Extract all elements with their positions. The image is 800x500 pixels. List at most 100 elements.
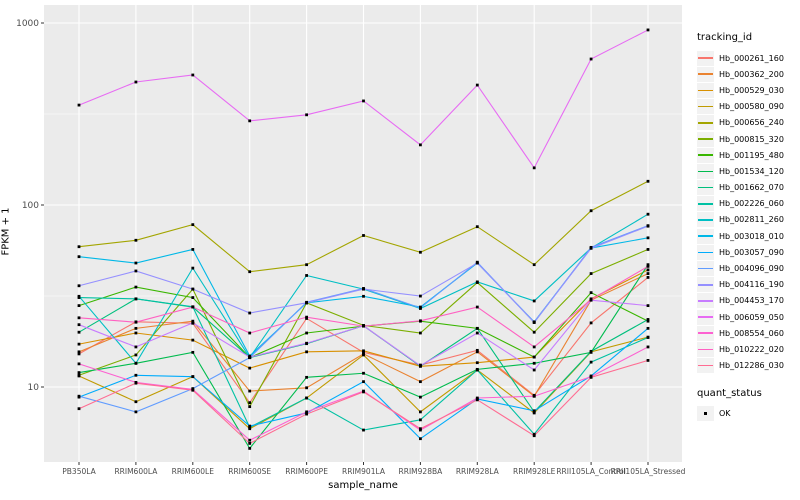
legend-key-line-icon [697, 180, 714, 196]
legend-key-line-icon [697, 66, 714, 82]
data-point [191, 287, 195, 291]
legend-title-quant-status: quant_status [697, 387, 762, 399]
legend-label: Hb_001195_480 [719, 150, 784, 160]
data-point [589, 291, 593, 295]
x-tick-label: RRIM928LE [513, 467, 556, 476]
data-point [134, 400, 138, 404]
legend-label: Hb_008554_060 [719, 328, 784, 338]
data-point [532, 434, 536, 438]
x-tick-label: RRII105LA_Control [556, 467, 626, 476]
data-point [305, 396, 308, 400]
data-point [589, 349, 593, 353]
data-point [134, 285, 138, 289]
data-point [134, 410, 138, 414]
data-point [77, 407, 81, 411]
x-tick-label: RRIM600PE [285, 467, 328, 476]
data-point [532, 263, 536, 267]
data-point [362, 99, 365, 103]
data-point [532, 368, 536, 372]
data-point [305, 350, 308, 354]
legend-key-line-icon [697, 50, 714, 66]
data-point [589, 57, 593, 61]
data-point [589, 375, 593, 379]
legend-item-Hb_003057_090: Hb_003057_090 [697, 244, 797, 260]
data-point [475, 305, 479, 309]
legend-key-line-icon [697, 147, 714, 163]
data-point [77, 103, 81, 107]
data-point [646, 272, 650, 275]
x-tick-label: RRIM600LA [114, 467, 158, 476]
legend-item-Hb_004096_090: Hb_004096_090 [697, 260, 797, 277]
data-point [305, 410, 308, 414]
data-point [305, 263, 308, 267]
legend-key-line-icon [697, 228, 714, 244]
data-point [248, 270, 252, 274]
data-point [532, 394, 536, 398]
data-point [589, 272, 593, 275]
legend-item-Hb_002226_060: Hb_002226_060 [697, 196, 797, 212]
x-tick-label: RRII105LA_Stressed [611, 467, 686, 476]
data-point [532, 361, 536, 365]
data-point [305, 341, 308, 345]
data-point [475, 225, 479, 229]
data-point [134, 381, 138, 385]
legend-key-line-icon [697, 293, 714, 309]
data-point [77, 245, 81, 249]
legend-key-line-icon [697, 261, 714, 277]
legend-key-line-icon [697, 244, 714, 260]
data-point [362, 324, 365, 328]
data-point [532, 330, 536, 334]
data-point [248, 438, 252, 442]
data-point [362, 371, 365, 375]
data-point [191, 350, 195, 354]
x-tick-label: RRIM901LA [342, 467, 386, 476]
data-point [419, 250, 422, 254]
legend-key-line-icon [697, 163, 714, 179]
x-tick-label: RRIM928BA [399, 467, 444, 476]
data-point [191, 266, 195, 270]
data-point [77, 352, 81, 356]
legend-item-quant-ok: OK [697, 406, 797, 422]
data-point [419, 380, 422, 384]
data-point [589, 360, 593, 364]
data-point [475, 350, 479, 354]
legend-item-Hb_000815_320: Hb_000815_320 [697, 131, 797, 147]
data-point [475, 280, 479, 284]
legend-label: Hb_004116_190 [719, 280, 784, 290]
data-point [134, 238, 138, 242]
legend-key-line-icon [697, 341, 714, 357]
data-point [475, 398, 479, 402]
data-point [134, 361, 138, 365]
legend-label: Hb_000656_240 [719, 118, 784, 128]
data-point [77, 316, 81, 320]
legend-item-Hb_008554_060: Hb_008554_060 [697, 325, 797, 341]
data-point [305, 301, 308, 305]
legend-item-Hb_000362_200: Hb_000362_200 [697, 66, 797, 82]
legend-key-line-icon [697, 325, 714, 341]
data-point [77, 342, 81, 346]
data-point [589, 298, 593, 302]
data-point [475, 368, 479, 372]
legend-item-Hb_012286_030: Hb_012286_030 [697, 358, 797, 374]
data-point [646, 224, 650, 228]
legend-item-Hb_001662_070: Hb_001662_070 [697, 180, 797, 196]
data-point [305, 412, 308, 416]
data-point [646, 276, 650, 279]
legend-items-tracking-id: Hb_000261_160 Hb_000362_200 Hb_000529_030 H… [697, 50, 797, 374]
data-point [475, 331, 479, 335]
data-point [362, 234, 365, 237]
legend-item-Hb_003018_010: Hb_003018_010 [697, 228, 797, 244]
legend-item-Hb_000656_240: Hb_000656_240 [697, 115, 797, 131]
data-point [77, 294, 81, 298]
legend-key-line-icon [697, 196, 714, 212]
data-point [77, 371, 81, 374]
legend-label: Hb_012286_030 [719, 361, 784, 371]
data-point [362, 390, 365, 394]
data-point [532, 355, 536, 359]
data-point [248, 311, 252, 315]
data-point [362, 294, 365, 298]
data-point [134, 353, 138, 357]
data-point [646, 212, 650, 216]
legend-key-line-icon [697, 115, 714, 131]
data-point [305, 386, 308, 390]
